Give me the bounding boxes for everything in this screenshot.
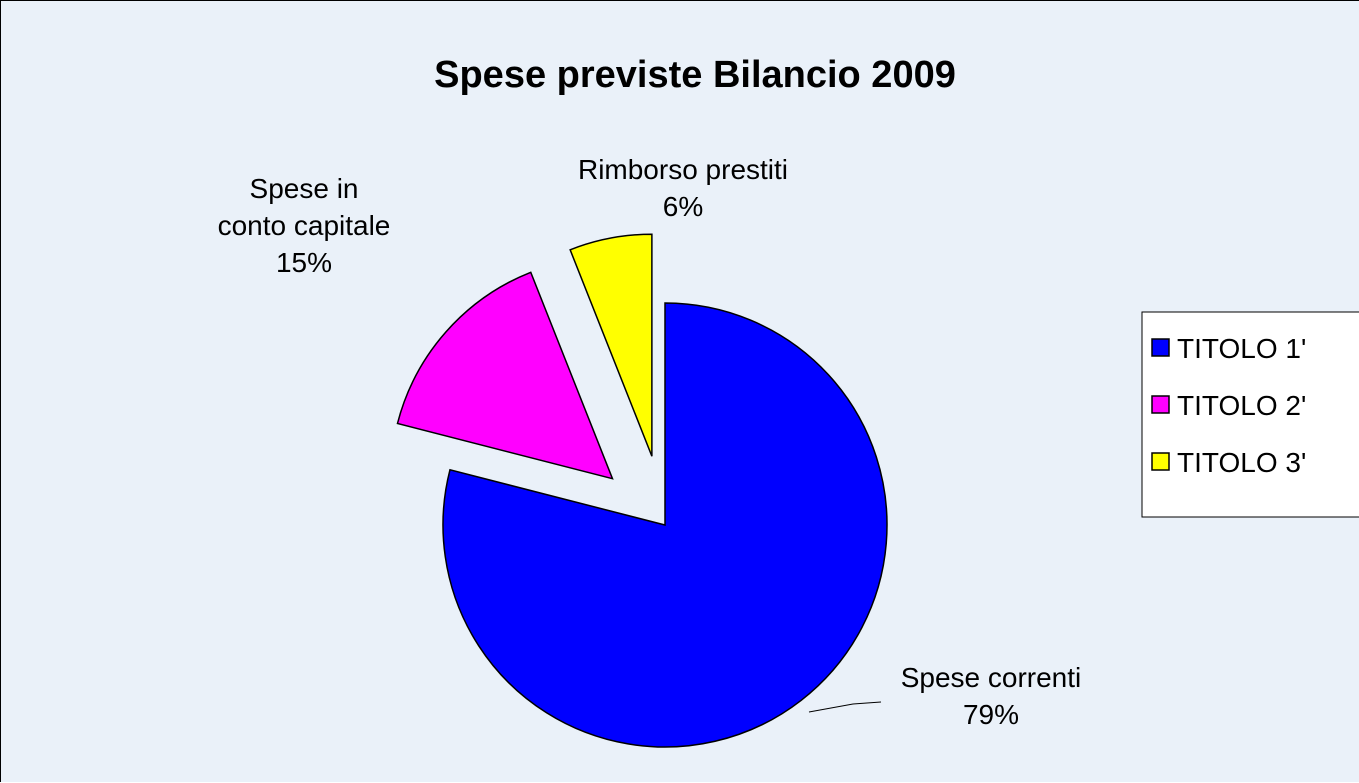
- pie-slice-3: [569, 233, 653, 457]
- legend-swatch-1: [1151, 338, 1170, 357]
- data-label-3: Rimborso prestiti 6%: [578, 154, 788, 222]
- legend-label-2: TITOLO 2': [1177, 390, 1306, 421]
- leader-line: [808, 701, 882, 713]
- legend-box: [1141, 311, 1359, 518]
- data-label-1: Spese correnti 79%: [901, 662, 1082, 730]
- legend-swatch-3: [1151, 452, 1170, 471]
- legend: TITOLO 1' TITOLO 2' TITOLO 3': [1141, 311, 1359, 518]
- legend-label-1: TITOLO 1': [1177, 333, 1306, 364]
- data-labels: Spese correnti 79% Spese in conto capitale 1…: [218, 154, 1082, 730]
- chart-title: Spese previste Bilancio 2009: [434, 54, 956, 96]
- legend-swatch-2: [1151, 395, 1170, 414]
- pie-slice-2: [396, 271, 614, 480]
- pie-slice-1: [442, 302, 888, 748]
- legend-label-3: TITOLO 3': [1177, 447, 1306, 478]
- data-label-2: Spese in conto capitale 15%: [218, 173, 391, 278]
- pie-slices: [396, 233, 888, 748]
